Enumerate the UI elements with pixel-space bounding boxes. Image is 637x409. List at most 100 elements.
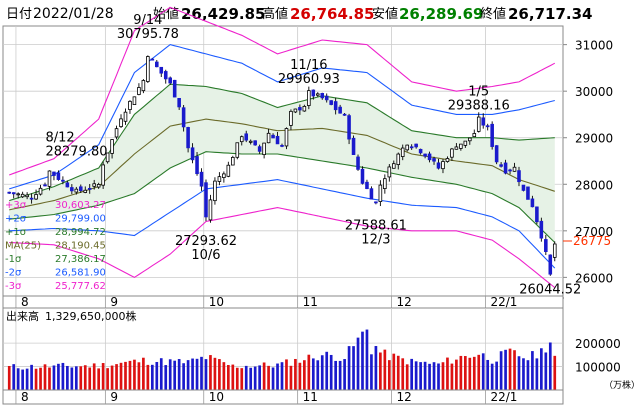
candle-body xyxy=(186,127,190,149)
candle-body xyxy=(289,110,293,126)
volume-bar xyxy=(48,367,51,390)
volume-bar xyxy=(21,369,24,390)
candle-body xyxy=(450,148,454,158)
candle-body xyxy=(494,145,499,163)
volume-bar xyxy=(463,356,467,390)
candle-body xyxy=(378,184,383,202)
volume-bar xyxy=(92,363,96,390)
band-plus1-line xyxy=(9,83,555,202)
candle-body xyxy=(222,173,226,178)
x-axis-label: 8 xyxy=(21,295,29,309)
candle-body xyxy=(190,147,195,161)
volume-bar xyxy=(405,364,409,390)
candle-body xyxy=(92,183,96,187)
legend-value: 28,190.45 xyxy=(55,241,106,252)
candle-body xyxy=(508,169,512,172)
legend-label: -1σ xyxy=(5,254,22,265)
volume-x-axis: 8 9 10 11 12 22/1 xyxy=(15,390,517,404)
band-minus1-line xyxy=(9,151,556,243)
volume-bar xyxy=(414,361,418,390)
candle-body xyxy=(544,239,548,252)
candle-body xyxy=(163,71,168,80)
annotation-date: 12/3 xyxy=(361,232,390,247)
candle-body xyxy=(128,100,132,110)
volume-bar xyxy=(441,362,445,390)
candle-body xyxy=(146,56,150,82)
band-minus2-line xyxy=(9,179,556,269)
annotation-date: 8/12 xyxy=(45,130,74,145)
volume-bar xyxy=(396,355,400,390)
volume-y-tick-label: 200000 xyxy=(575,337,621,351)
volume-label-text: 出来高 xyxy=(6,309,39,323)
legend-value: 27,386.17 xyxy=(55,254,106,265)
volume-bars xyxy=(7,329,557,390)
volume-bar xyxy=(227,364,230,390)
candle-body xyxy=(132,96,137,105)
x-axis-label: 22/1 xyxy=(490,295,517,309)
candle-body xyxy=(526,186,530,200)
candle-body xyxy=(177,97,181,108)
legend-entry: -2σ 26,581.90 xyxy=(5,268,106,279)
volume-bar xyxy=(352,346,355,390)
candle-body xyxy=(244,133,249,141)
volume-bar xyxy=(548,342,552,390)
volume-bar xyxy=(544,352,548,390)
volume-bar xyxy=(499,351,503,390)
open-value: 26,429.85 xyxy=(181,5,265,23)
volume-bar xyxy=(200,356,203,390)
open-label: 始値 xyxy=(153,6,179,22)
volume-bar xyxy=(101,363,105,390)
candle-body xyxy=(387,166,392,178)
candle-body xyxy=(74,188,79,193)
volume-bar xyxy=(320,355,324,390)
candle-body xyxy=(468,137,472,142)
volume-bar xyxy=(410,358,414,390)
legend-label: +2σ xyxy=(5,214,27,225)
volume-bar xyxy=(459,355,463,390)
volume-bar xyxy=(437,363,440,390)
candle-body xyxy=(392,163,396,169)
candle-body xyxy=(29,197,34,200)
volume-bar xyxy=(88,367,92,390)
volume-bar xyxy=(477,354,481,390)
volume-bar xyxy=(387,360,391,390)
candle-body xyxy=(25,194,29,198)
legend-label: +3σ xyxy=(5,200,27,211)
volume-bar xyxy=(110,365,114,390)
volume-bar xyxy=(423,361,427,390)
volume-bar xyxy=(253,366,257,390)
volume-bar xyxy=(504,349,507,390)
annotation-date: 9/14 xyxy=(133,13,162,28)
high-label: 高値 xyxy=(262,6,288,22)
volume-bar xyxy=(468,357,472,390)
volume-bar xyxy=(280,362,284,390)
candle-body xyxy=(481,117,486,126)
volume-label: 出来高 1,329,650,000株 xyxy=(6,309,136,323)
candle-body xyxy=(374,201,378,204)
candle-body xyxy=(423,153,427,157)
candle-body xyxy=(320,92,325,99)
sigma1-band-fill xyxy=(9,84,555,243)
volume-bar xyxy=(258,365,261,390)
candle-body xyxy=(78,186,83,192)
candle-body xyxy=(226,164,231,177)
volume-bar xyxy=(137,362,141,390)
volume-bar xyxy=(490,363,494,390)
volume-bar xyxy=(325,351,329,390)
volume-bar xyxy=(128,360,132,390)
x-axis-label: 9 xyxy=(110,390,118,404)
volume-bar xyxy=(57,363,60,390)
candle-body xyxy=(441,161,445,170)
volume-bar xyxy=(16,368,20,390)
candle-body xyxy=(369,188,374,200)
volume-bar xyxy=(535,358,539,390)
candle-body xyxy=(11,192,16,195)
volume-bar xyxy=(365,329,369,390)
volume-bar xyxy=(419,362,422,390)
candle-body xyxy=(208,199,213,221)
band-plus2-line xyxy=(9,43,555,190)
price-y-tick-label: 26000 xyxy=(575,271,613,285)
candle-body xyxy=(43,184,47,187)
candle-body xyxy=(298,107,302,111)
candle-body xyxy=(213,180,217,202)
